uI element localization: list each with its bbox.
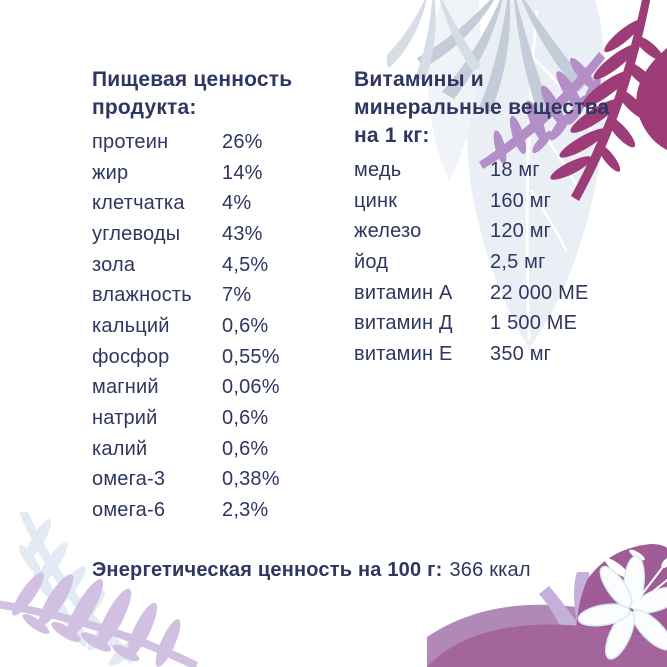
nutrient-label: магний: [92, 376, 159, 399]
nutrient-value: 0,6%: [222, 437, 269, 460]
vitamin-value: 120 мг: [490, 220, 552, 243]
nutrient-label: влажность: [92, 284, 192, 307]
nutrition-column: Пищевая ценность продукта: протеин 26% жи…: [92, 66, 342, 526]
fern-pale-blue: [18, 512, 144, 666]
vitamin-label: цинк: [354, 189, 398, 212]
nutrient-label: кальций: [92, 314, 170, 337]
nutrition-row: жир 14%: [92, 158, 342, 189]
nutrient-value: 4%: [222, 192, 252, 215]
nutrient-value: 0,6%: [222, 314, 269, 337]
nutrient-label: клетчатка: [92, 192, 185, 215]
monstera-lily-bottom-right-decoration: [427, 544, 667, 667]
vitamin-label: витамин Е: [354, 342, 453, 365]
nutrition-row: влажность 7%: [92, 280, 342, 311]
nutrient-value: 0,55%: [222, 345, 280, 368]
vitamin-row: витамин Д 1 500 МЕ: [354, 308, 636, 339]
vitamins-column: Витамины и минеральные вещества на 1 кг:…: [354, 66, 636, 370]
nutrition-row: магний 0,06%: [92, 373, 342, 404]
nutrition-row: омега-3 0,38%: [92, 465, 342, 496]
vitamin-label: йод: [354, 250, 389, 273]
nutrition-row: омега-6 2,3%: [92, 495, 342, 526]
nutrient-value: 7%: [222, 284, 252, 307]
nutrient-label: фосфор: [92, 345, 170, 368]
vitamin-row: медь 18 мг: [354, 155, 636, 186]
nutrition-row: фосфор 0,55%: [92, 342, 342, 373]
nutrient-value: 14%: [222, 161, 263, 184]
nutrition-row: кальций 0,6%: [92, 311, 342, 342]
vitamin-value: 22 000 МЕ: [490, 281, 589, 304]
vitamin-label: медь: [354, 158, 402, 181]
nutrient-value: 0,06%: [222, 376, 280, 399]
fern-leaves-bottom-left-decoration: [0, 512, 198, 667]
wave-mauve: [427, 604, 667, 667]
nutrient-value: 26%: [222, 130, 263, 153]
nutrition-row: протеин 26%: [92, 127, 342, 158]
vitamin-row: витамин Е 350 мг: [354, 339, 636, 370]
nutrition-row: углеводы 43%: [92, 219, 342, 250]
monstera-leaf-lilac: [539, 570, 659, 667]
vitamin-value: 2,5 мг: [490, 250, 546, 273]
vitamin-label: витамин А: [354, 281, 453, 304]
vitamin-row: цинк 160 мг: [354, 186, 636, 217]
nutrient-label: жир: [92, 161, 129, 184]
vitamin-value: 350 мг: [490, 342, 552, 365]
vitamin-row: йод 2,5 мг: [354, 247, 636, 278]
vitamin-value: 160 мг: [490, 189, 552, 212]
lily-flower: [577, 555, 667, 660]
energy-value-line: Энергетическая ценность на 100 г: 366 кка…: [92, 556, 531, 584]
vitamin-value: 18 мг: [490, 158, 540, 181]
nutrient-value: 0,6%: [222, 407, 269, 430]
vitamin-value: 1 500 МЕ: [490, 312, 578, 335]
nutrient-value: 2,3%: [222, 499, 269, 522]
wave-dark-mauve: [427, 624, 667, 667]
nutrition-row: зола 4,5%: [92, 250, 342, 281]
nutrient-value: 4,5%: [222, 253, 269, 276]
nutrient-label: калий: [92, 437, 148, 460]
nutrition-row: натрий 0,6%: [92, 403, 342, 434]
nutrient-label: углеводы: [92, 222, 181, 245]
nutrient-label: натрий: [92, 407, 158, 430]
vitamins-title: Витамины и минеральные вещества на 1 кг:: [354, 68, 610, 147]
monstera-leaf-dark-purple: [576, 544, 667, 667]
nutrient-label: протеин: [92, 130, 169, 153]
energy-value: 366 ккал: [449, 559, 531, 581]
nutrient-label: омега-6: [92, 499, 166, 522]
vitamin-label: витамин Д: [354, 312, 453, 335]
nutrient-value: 0,38%: [222, 468, 280, 491]
nutrient-label: омега-3: [92, 468, 166, 491]
nutrition-row: калий 0,6%: [92, 434, 342, 465]
vitamin-label: железо: [354, 220, 422, 243]
nutrition-row: клетчатка 4%: [92, 188, 342, 219]
energy-label: Энергетическая ценность на 100 г:: [92, 559, 443, 581]
vitamin-row: витамин А 22 000 МЕ: [354, 278, 636, 309]
vitamin-row: железо 120 мг: [354, 216, 636, 247]
nutrient-value: 43%: [222, 222, 263, 245]
nutrient-label: зола: [92, 253, 136, 276]
nutrition-title: Пищевая ценность продукта:: [92, 68, 293, 119]
